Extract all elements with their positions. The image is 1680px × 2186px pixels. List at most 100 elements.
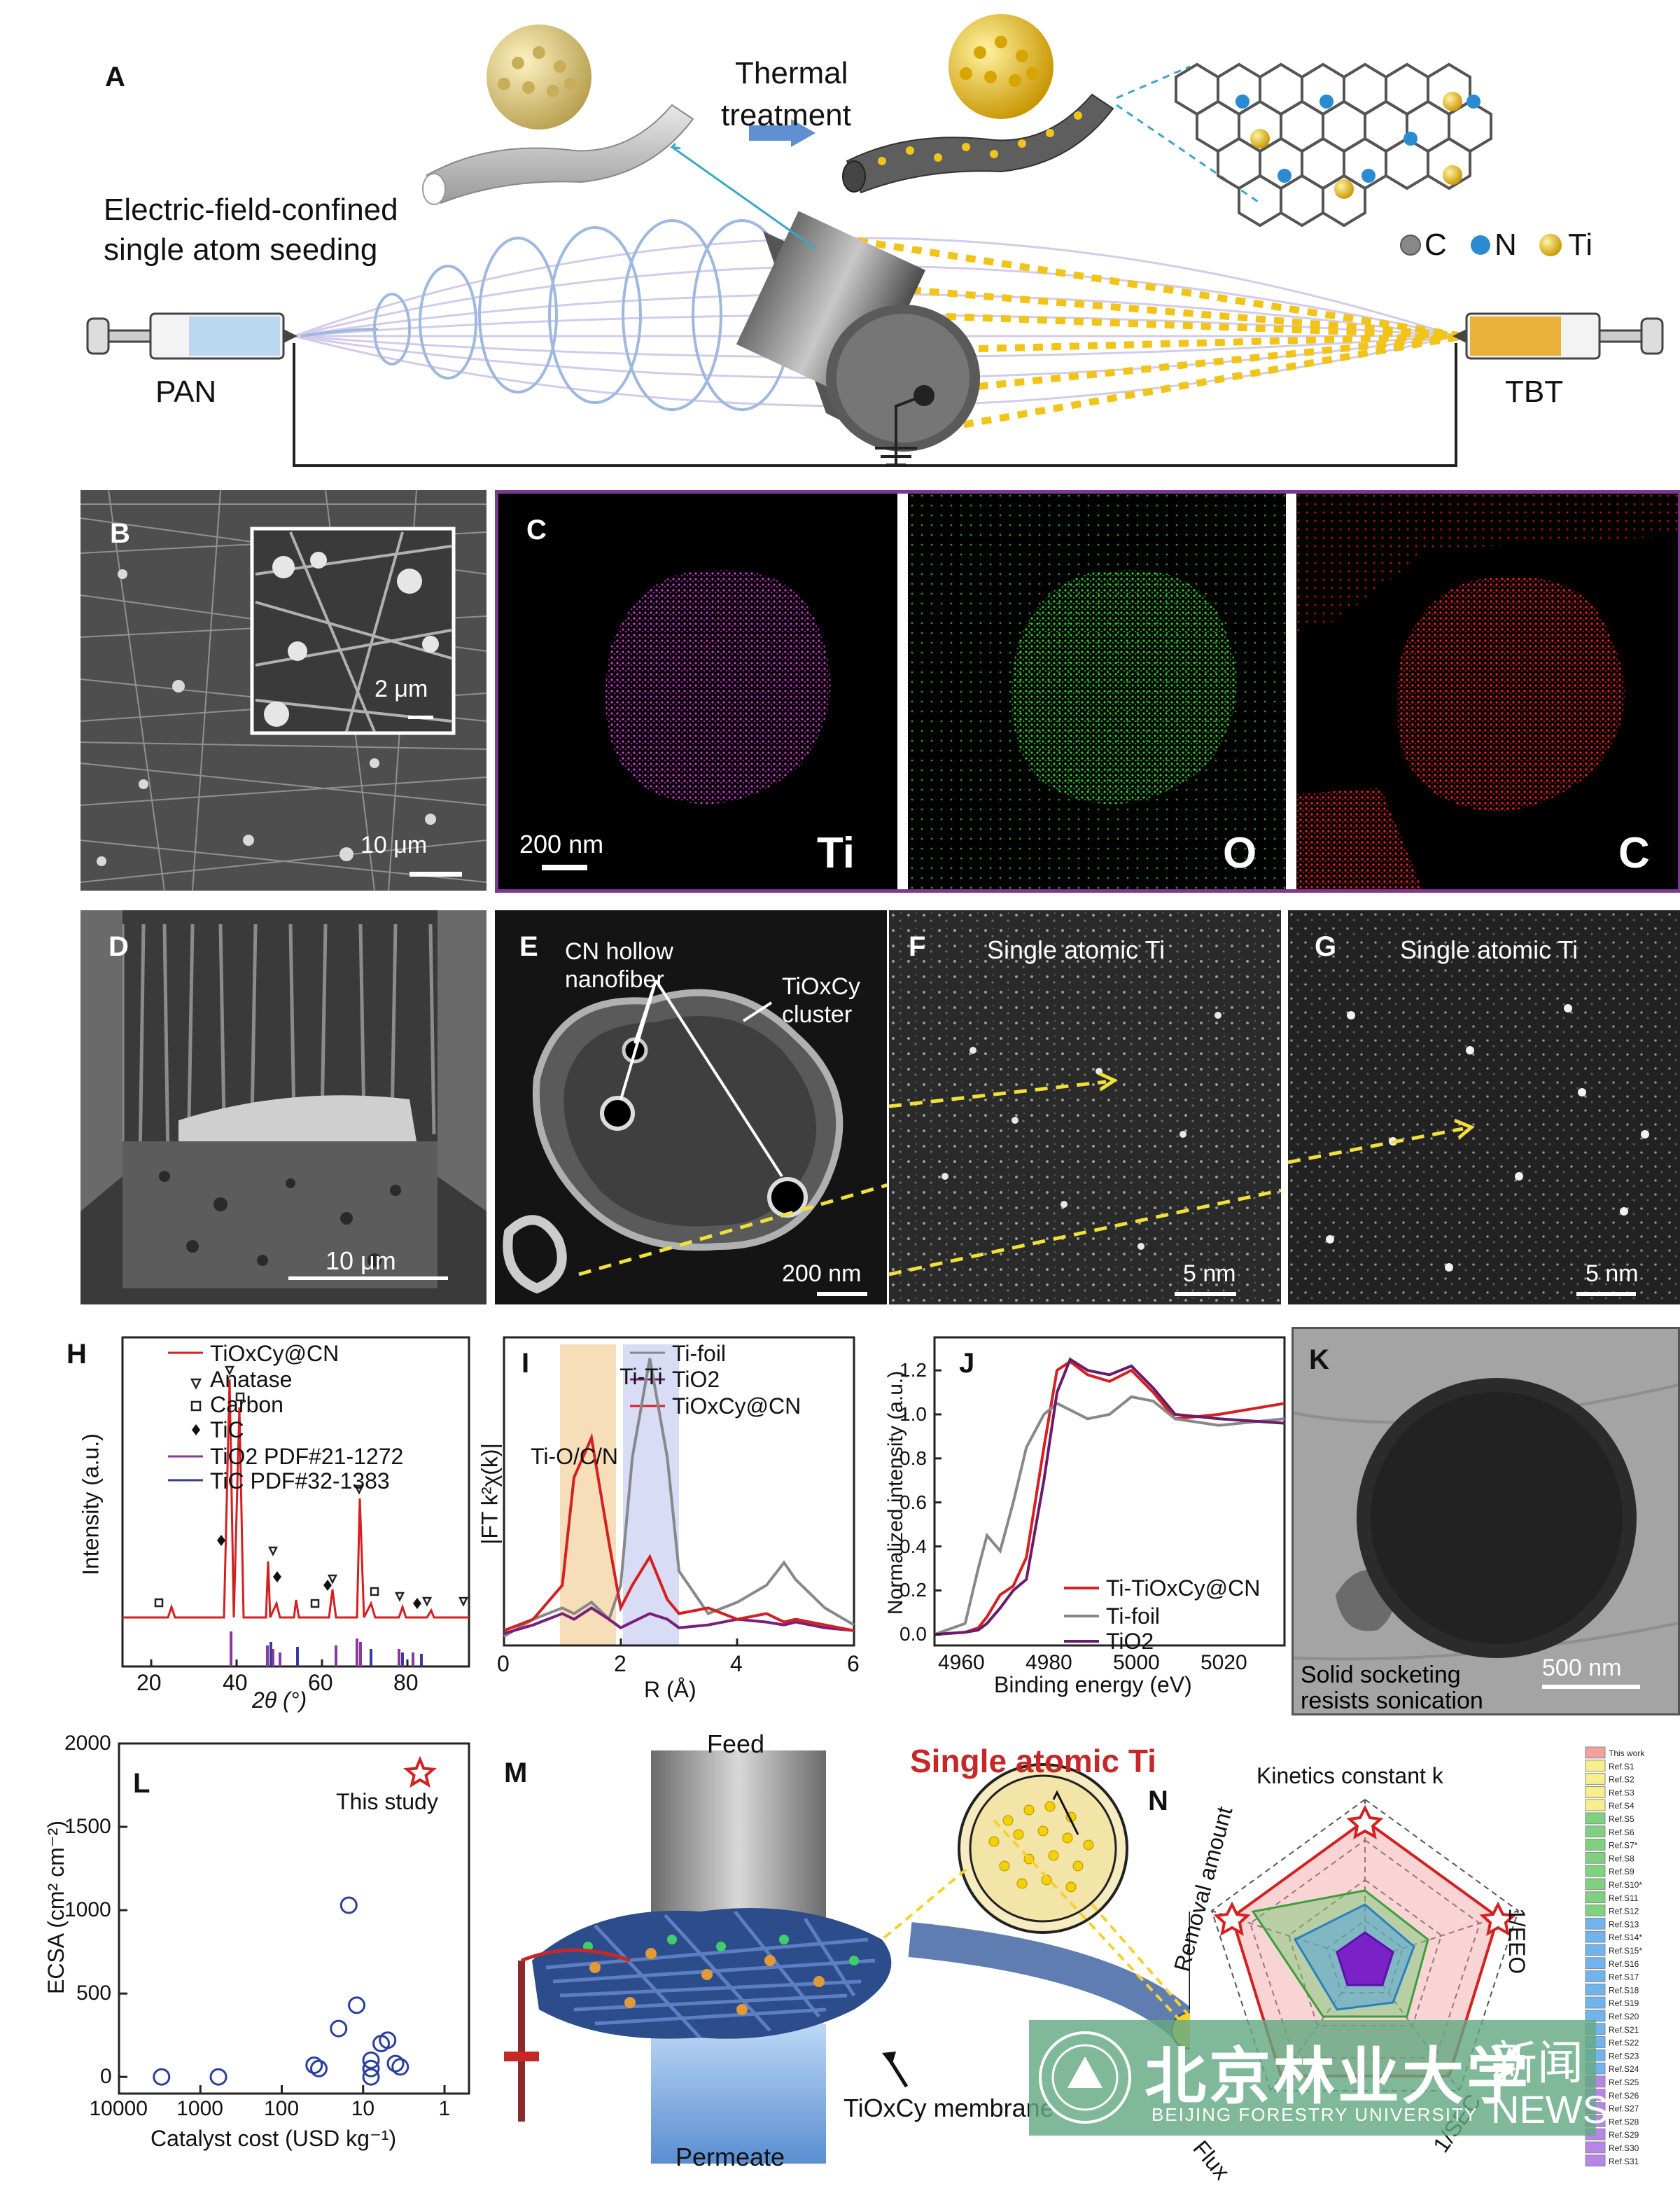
legend-swatch bbox=[1585, 1878, 1606, 1891]
panel-letter-c: C bbox=[526, 515, 547, 545]
panel-f-stem: F Single atomic Ti 5 nm bbox=[889, 910, 1281, 1304]
data-point bbox=[362, 2051, 380, 2069]
panel-letter-h: H bbox=[66, 1339, 87, 1370]
legend-entry: TiC bbox=[210, 1417, 244, 1442]
panel-letter-d: D bbox=[108, 931, 129, 962]
series-line-2 bbox=[503, 1433, 855, 1632]
fiber-after bbox=[842, 14, 1114, 194]
data-point bbox=[330, 2019, 348, 2038]
x-axis-label: R (Å) bbox=[644, 1677, 696, 1702]
data-point bbox=[209, 2068, 227, 2086]
legend-entry: Ref.S18 bbox=[1609, 1985, 1639, 1995]
legend-entry: Ref.S27 bbox=[1609, 2104, 1639, 2114]
legend-swatch bbox=[1585, 1812, 1606, 1825]
y-tick: 0.4 bbox=[899, 1535, 927, 1557]
legend-entry: Ref.S8 bbox=[1609, 1853, 1634, 1863]
legend-entry: TiO2 PDF#21-1272 bbox=[210, 1444, 404, 1469]
legend-entry: Ref.S30 bbox=[1609, 2143, 1639, 2153]
xrd-chart bbox=[121, 1336, 470, 1668]
x-tick: 80 bbox=[393, 1670, 419, 1695]
x-tick: 60 bbox=[308, 1670, 333, 1695]
legend-swatch bbox=[1585, 2141, 1606, 2154]
ti-seeding-lines bbox=[839, 235, 1464, 438]
tbt-label: TBT bbox=[1505, 375, 1564, 409]
fiber-before bbox=[422, 25, 694, 205]
watermark-news-en: NEWS bbox=[1491, 2087, 1609, 2131]
legend-c: C bbox=[1424, 228, 1447, 262]
field-label-2: single atom seeding bbox=[104, 232, 378, 267]
legend-swatch bbox=[1585, 1930, 1606, 1943]
data-point bbox=[379, 2031, 397, 2049]
panel-a: A bbox=[0, 0, 1680, 483]
y-axis-label: |FT k²χ(k)| bbox=[477, 1443, 503, 1545]
legend-entry: Ref.S22 bbox=[1609, 2038, 1639, 2048]
legend-swatch bbox=[1585, 1996, 1606, 2009]
pan-label: PAN bbox=[155, 375, 217, 409]
map-label-ti: Ti bbox=[817, 829, 855, 877]
legend-swatch bbox=[1585, 1851, 1606, 1864]
x-axis-label: Catalyst cost (USD kg⁻¹) bbox=[150, 2126, 397, 2151]
legend-entry: Ref.S17 bbox=[1609, 1972, 1639, 1982]
radar-chart: This work Ref.S1 Ref.S2 Ref.S3 Ref.S4 Ref.S5 R… bbox=[1210, 1746, 1645, 2167]
legend-entry: Ref.S29 bbox=[1609, 2130, 1639, 2140]
legend-swatch bbox=[1585, 1839, 1606, 1851]
map-label-o: O bbox=[1223, 829, 1257, 877]
legend-ti: Ti bbox=[1568, 228, 1593, 262]
band-label: Ti-Ti bbox=[620, 1364, 663, 1389]
scale-label: 5 nm bbox=[1586, 1260, 1639, 1287]
field-label-1: Electric-field-confined bbox=[104, 193, 398, 227]
membrane-schematic bbox=[504, 1750, 1190, 2164]
nitrogen-atom-icon bbox=[1471, 235, 1490, 255]
legend-entry: TiOxCy@CN bbox=[672, 1393, 802, 1419]
university-seal-icon bbox=[1039, 2031, 1131, 2124]
series-line-2 bbox=[934, 1357, 1285, 1636]
legend-entry: Ref.S20 bbox=[1609, 2012, 1639, 2021]
anatase-markers bbox=[224, 1365, 469, 1607]
y-tick: 0.2 bbox=[899, 1579, 927, 1601]
axis-label-kinetics: Kinetics constant k bbox=[1256, 1763, 1443, 1788]
cross-section-image bbox=[80, 910, 486, 1304]
legend-entry: Ref.S5 bbox=[1609, 1814, 1634, 1824]
panel-letter-k: K bbox=[1309, 1344, 1329, 1375]
panel-letter-b: B bbox=[110, 518, 130, 549]
panel-title: Single atomic Ti bbox=[1400, 935, 1578, 964]
titanium-atom-icon bbox=[1539, 234, 1562, 256]
this-study-annotation: This study bbox=[336, 1789, 438, 1814]
x-tick: 4960 bbox=[938, 1651, 985, 1674]
legend-swatch bbox=[1585, 1917, 1606, 1930]
legend-entry: Ref.S26 bbox=[1609, 2091, 1639, 2101]
y-tick: 0 bbox=[100, 2065, 112, 2089]
panel-g-stem: G Single atomic Ti 5 nm bbox=[1288, 910, 1680, 1304]
legend-entry: Ref.S1 bbox=[1609, 1762, 1634, 1771]
series-line-1 bbox=[503, 1606, 855, 1635]
y-tick: 500 bbox=[76, 1982, 112, 2005]
x-tick: 20 bbox=[136, 1670, 162, 1695]
x-tick: 6 bbox=[847, 1651, 860, 1676]
exafs-chart bbox=[503, 1336, 855, 1647]
x-tick: 4980 bbox=[1026, 1651, 1072, 1674]
electrospinning-schematic bbox=[86, 14, 1664, 467]
legend-entry: Ref.S15* bbox=[1609, 1946, 1642, 1956]
label-tio-1: TiOxCy bbox=[782, 973, 861, 1000]
legend-swatch bbox=[1585, 1760, 1606, 1772]
legend-entry: Ref.S24 bbox=[1609, 2064, 1639, 2074]
ecsa-cost-chart bbox=[118, 1742, 470, 2095]
thermal-treatment-label-2: treatment bbox=[721, 98, 851, 132]
xanes-chart bbox=[933, 1336, 1286, 1647]
y-tick: 0.0 bbox=[899, 1623, 927, 1645]
permeate-label: Permeate bbox=[676, 2143, 785, 2171]
legend-swatch bbox=[1585, 1891, 1606, 1904]
x-tick: 2 bbox=[614, 1651, 626, 1676]
panel-n-radar: This work Ref.S1 Ref.S2 Ref.S3 Ref.S4 Ref.S5 R… bbox=[1127, 1729, 1680, 2185]
atomic-image-f bbox=[889, 910, 1281, 1304]
inset-scale-label: 2 μm bbox=[374, 676, 428, 702]
panel-letter-f: F bbox=[909, 931, 926, 962]
series-line-1 bbox=[934, 1395, 1285, 1636]
y-tick: 1500 bbox=[64, 1815, 111, 1839]
x-tick: 5000 bbox=[1113, 1651, 1160, 1674]
legend-entry: Ref.S25 bbox=[1609, 2077, 1639, 2087]
data-point bbox=[362, 2059, 380, 2077]
legend-entry: Ref.S4 bbox=[1609, 1801, 1634, 1811]
scale-label: 200 nm bbox=[519, 830, 604, 858]
legend-swatch bbox=[1585, 1970, 1606, 1982]
